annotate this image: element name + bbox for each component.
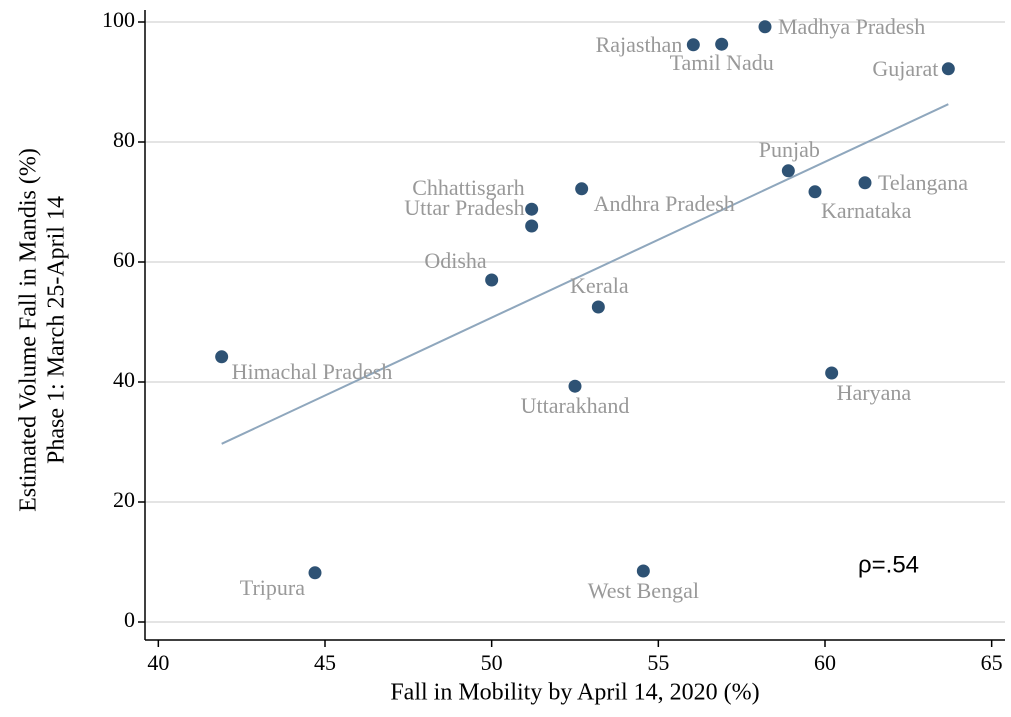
point xyxy=(808,185,822,199)
point xyxy=(781,164,795,178)
point-label: Himachal Pradesh xyxy=(232,359,393,384)
point xyxy=(858,176,872,190)
point-label: Rajasthan xyxy=(596,32,683,57)
point-label: Chhattisgarh xyxy=(412,175,524,200)
point-label: Uttar Pradesh xyxy=(404,195,524,220)
x-axis-title: Fall in Mobility by April 14, 2020 (%) xyxy=(390,680,759,706)
x-tick-label: 50 xyxy=(481,650,503,675)
point-label: Madhya Pradesh xyxy=(778,14,925,39)
x-tick-label: 40 xyxy=(147,650,169,675)
y-tick-label: 80 xyxy=(113,127,135,152)
point xyxy=(636,564,650,578)
y-tick-label: 20 xyxy=(113,487,135,512)
y-axis-title: Estimated Volume Fall in Mandis (%) xyxy=(16,148,42,512)
point xyxy=(525,219,539,233)
point xyxy=(715,37,729,51)
point-label: Tripura xyxy=(240,575,305,600)
point xyxy=(525,202,539,216)
point-label: West Bengal xyxy=(588,578,699,603)
point-label: Kerala xyxy=(570,273,629,298)
fit-line xyxy=(221,103,949,445)
point-label: Punjab xyxy=(759,137,820,162)
point xyxy=(568,379,582,393)
x-tick-label: 60 xyxy=(814,650,836,675)
point xyxy=(758,20,772,34)
point-label: Uttarakhand xyxy=(521,393,630,418)
point-label: Haryana xyxy=(837,380,912,405)
point-label: Tamil Nadu xyxy=(670,50,774,75)
point xyxy=(686,38,700,52)
y-tick-label: 60 xyxy=(113,247,135,272)
point xyxy=(308,566,322,580)
point xyxy=(215,350,229,364)
point xyxy=(485,273,499,287)
point-label: Gujarat xyxy=(872,56,938,81)
point-label: Karnataka xyxy=(821,198,912,223)
y-tick-label: 40 xyxy=(113,367,135,392)
x-tick-label: 65 xyxy=(981,650,1003,675)
point-label: Andhra Pradesh xyxy=(594,191,735,216)
point xyxy=(941,62,955,76)
point-label: Odisha xyxy=(424,248,487,273)
x-tick-label: 45 xyxy=(314,650,336,675)
annotation: ρ=.54 xyxy=(858,551,919,578)
point-label: Telangana xyxy=(878,170,968,195)
y-axis-title: Phase 1: March 25-April 14 xyxy=(44,196,70,464)
point xyxy=(825,366,839,380)
y-tick-label: 0 xyxy=(124,607,135,632)
point xyxy=(575,182,589,196)
point xyxy=(591,300,605,314)
y-tick-label: 100 xyxy=(102,7,135,32)
x-tick-label: 55 xyxy=(647,650,669,675)
